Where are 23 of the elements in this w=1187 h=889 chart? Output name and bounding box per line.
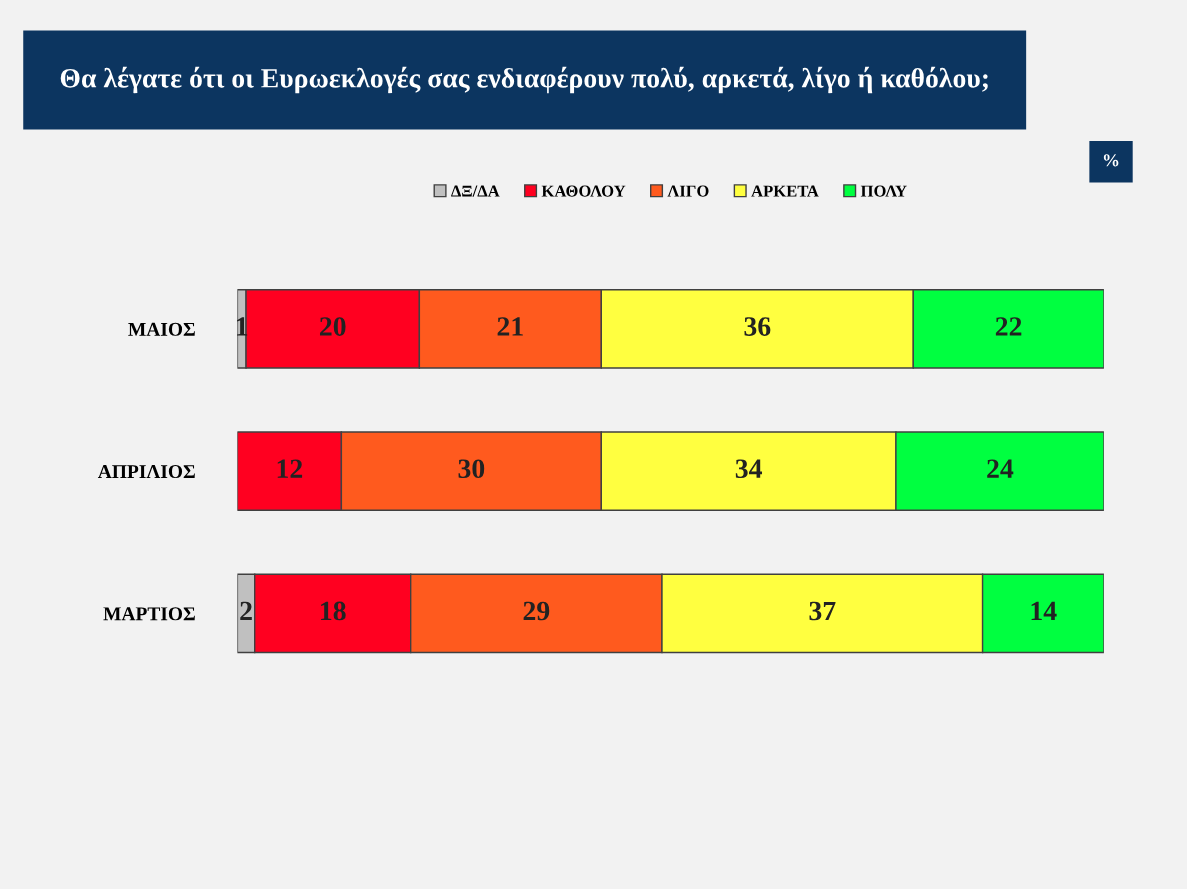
data-label: 29 [523, 601, 550, 621]
legend-label: ΠΟΛΥ [860, 185, 907, 197]
y-tick-label: ΑΠΡΙΛΙΟΣ [97, 465, 195, 479]
data-label: 12 [277, 459, 303, 478]
data-label: 24 [987, 459, 1014, 478]
data-label: 14 [1031, 601, 1057, 621]
legend-label: ΑΡΚΕΤΑ [751, 185, 819, 197]
data-label: 18 [321, 601, 346, 621]
y-tick-label: ΜΑΙΟΣ [128, 322, 195, 336]
y-tick-label: ΜΑΡΤΙΟΣ [103, 607, 195, 621]
legend-label: ΛΙΓΟ [667, 185, 709, 197]
legend-label: ΚΑΘΟΛΟΥ [541, 185, 626, 197]
data-label: 21 [497, 317, 523, 336]
text: % [1103, 154, 1119, 167]
data-label: 2 [240, 601, 252, 621]
data-label: 22 [995, 317, 1022, 336]
data-label: 37 [809, 601, 836, 621]
chart-title: Θα λέγατε ότι οι Ευρωεκλογές σας ενδιαφέρουν πολύ, αρκετά, λίγο ή καθόλου; [60, 66, 988, 94]
data-label: 30 [458, 459, 485, 479]
legend-label: ΔΞ/ΔΑ [451, 185, 500, 197]
data-label: 34 [735, 459, 763, 479]
data-label: 36 [744, 317, 771, 336]
data-label: 20 [319, 317, 346, 336]
